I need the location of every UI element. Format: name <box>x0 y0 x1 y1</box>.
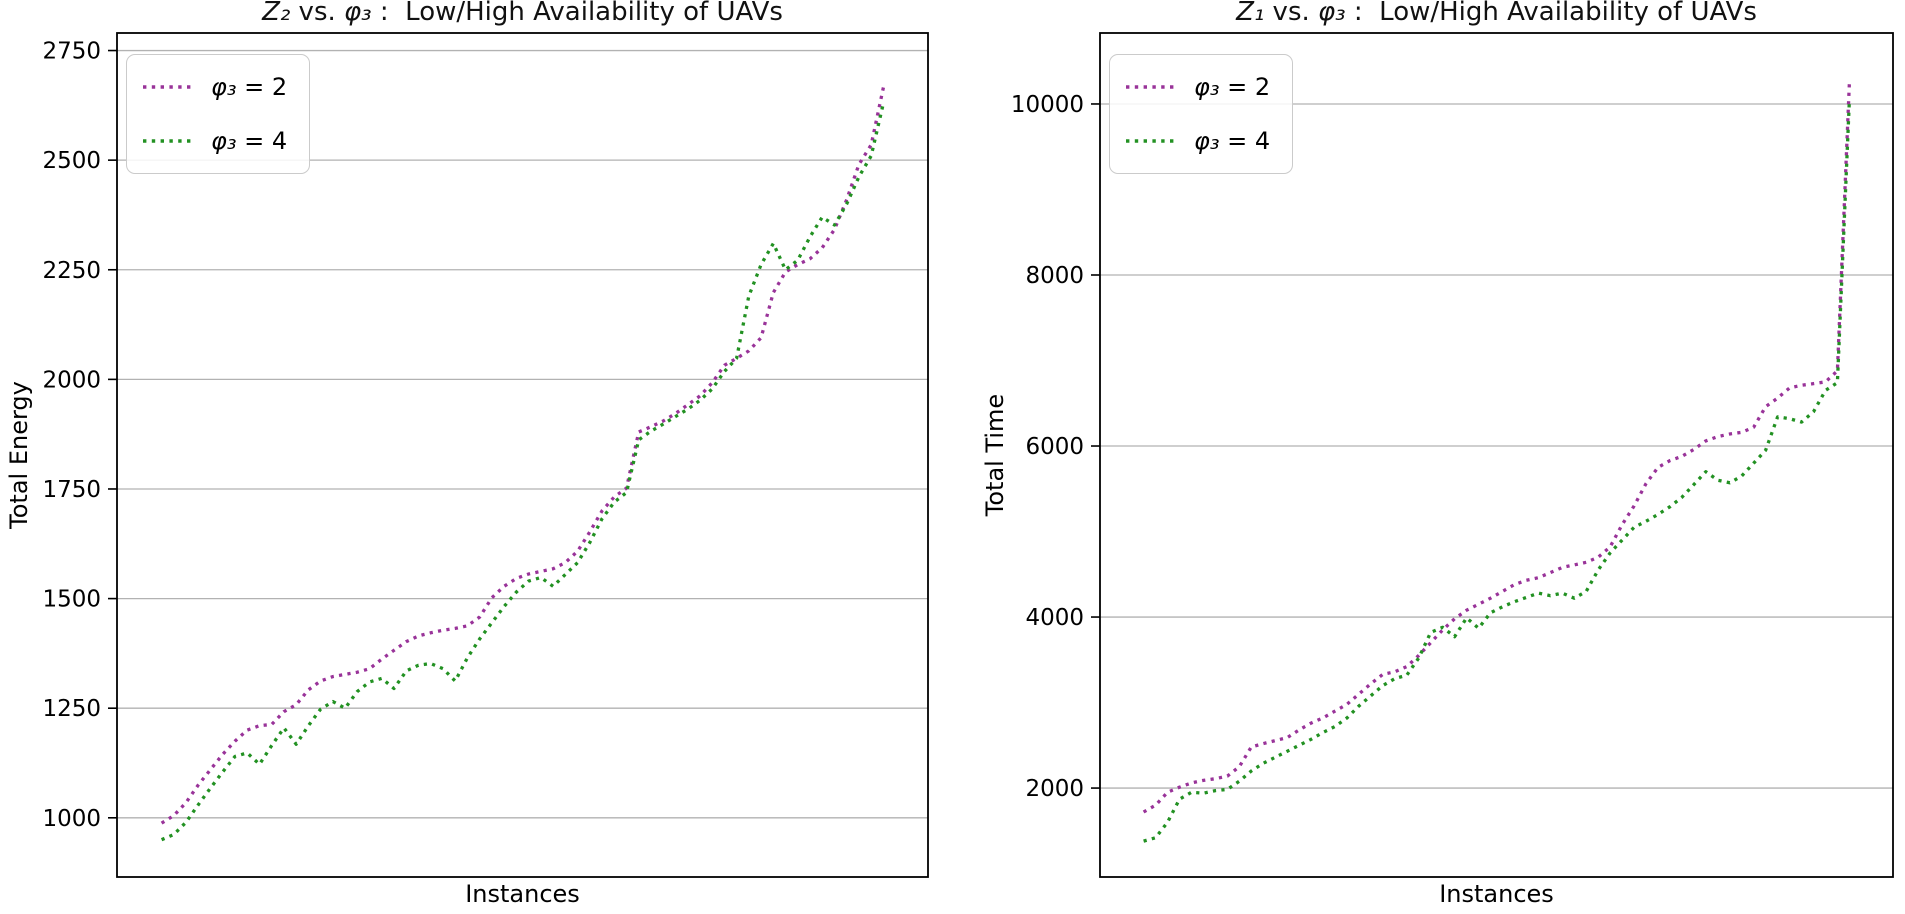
legend-entry-phi3-2: φ₃ = 2 <box>1124 65 1270 109</box>
time-plot-area: 2000 4000 6000 8000 10000 <box>1011 32 1894 878</box>
y-tick-label: 1500 <box>42 587 101 613</box>
y-tick-label: 1250 <box>42 696 101 722</box>
y-tick-label: 1000 <box>42 806 101 832</box>
title-mid: vs. <box>1264 0 1319 27</box>
series-line-φ₃4 <box>1143 99 1852 843</box>
phi3-4-line-sample <box>1126 139 1176 143</box>
phi3-2-line-sample <box>143 85 193 89</box>
title-symbol: φ₃ <box>1318 0 1346 27</box>
legend-entry-phi3-2: φ₃ = 2 <box>141 65 287 109</box>
energy-plot-area: 1000 1250 1500 1750 2000 2250 2500 2750 <box>42 32 929 878</box>
legend-left: φ₃ = 2 φ₃ = 4 <box>126 54 311 174</box>
plot-border <box>1099 32 1894 878</box>
legend-label-phi3-2: φ₃ = 2 <box>1194 73 1271 101</box>
chart-title-energy: Z₂ vs. φ₃ : Low/High Availability of UAV… <box>117 0 928 27</box>
y-tick-label: 2500 <box>42 148 101 174</box>
phi3-2-line-sample <box>1126 85 1176 89</box>
y-tick-label: 6000 <box>1025 434 1084 460</box>
y-tick-label: 2000 <box>42 367 101 393</box>
phi3-4-line-sample <box>143 139 193 143</box>
series-line-φ₃4 <box>160 102 886 842</box>
y-tick-label: 1750 <box>42 477 101 503</box>
plot-border <box>116 32 929 878</box>
legend-entry-phi3-4: φ₃ = 4 <box>1124 119 1270 163</box>
series-line-φ₃2 <box>1142 82 1852 814</box>
legend-label-phi3-4: φ₃ = 4 <box>211 127 288 155</box>
y-tick-label: 2750 <box>42 39 101 65</box>
series-line-φ₃2 <box>160 87 886 825</box>
x-axis-label-instances-right: Instances <box>1439 880 1554 908</box>
legend-label-phi3-4: φ₃ = 4 <box>1194 127 1271 155</box>
y-tick-label: 2000 <box>1025 776 1084 802</box>
title-symbol: φ₃ <box>344 0 372 27</box>
x-axis-label-instances-left: Instances <box>465 880 580 908</box>
legend-right: φ₃ = 2 φ₃ = 4 <box>1109 54 1294 174</box>
y-tick-label: 2250 <box>42 258 101 284</box>
y-tick-label: 10000 <box>1011 92 1084 118</box>
title-mid: vs. <box>290 0 345 27</box>
legend-entry-phi3-4: φ₃ = 4 <box>141 119 287 163</box>
y-tick-label: 4000 <box>1025 605 1084 631</box>
title-variable: Z₂ <box>262 0 291 27</box>
title-variable: Z₁ <box>1236 0 1265 27</box>
title-tail: : Low/High Availability of UAVs <box>371 0 783 27</box>
title-tail: : Low/High Availability of UAVs <box>1345 0 1757 27</box>
legend-label-phi3-2: φ₃ = 2 <box>211 73 288 101</box>
y-tick-label: 8000 <box>1025 263 1084 289</box>
chart-title-time: Z₁ vs. φ₃ : Low/High Availability of UAV… <box>1100 0 1893 27</box>
